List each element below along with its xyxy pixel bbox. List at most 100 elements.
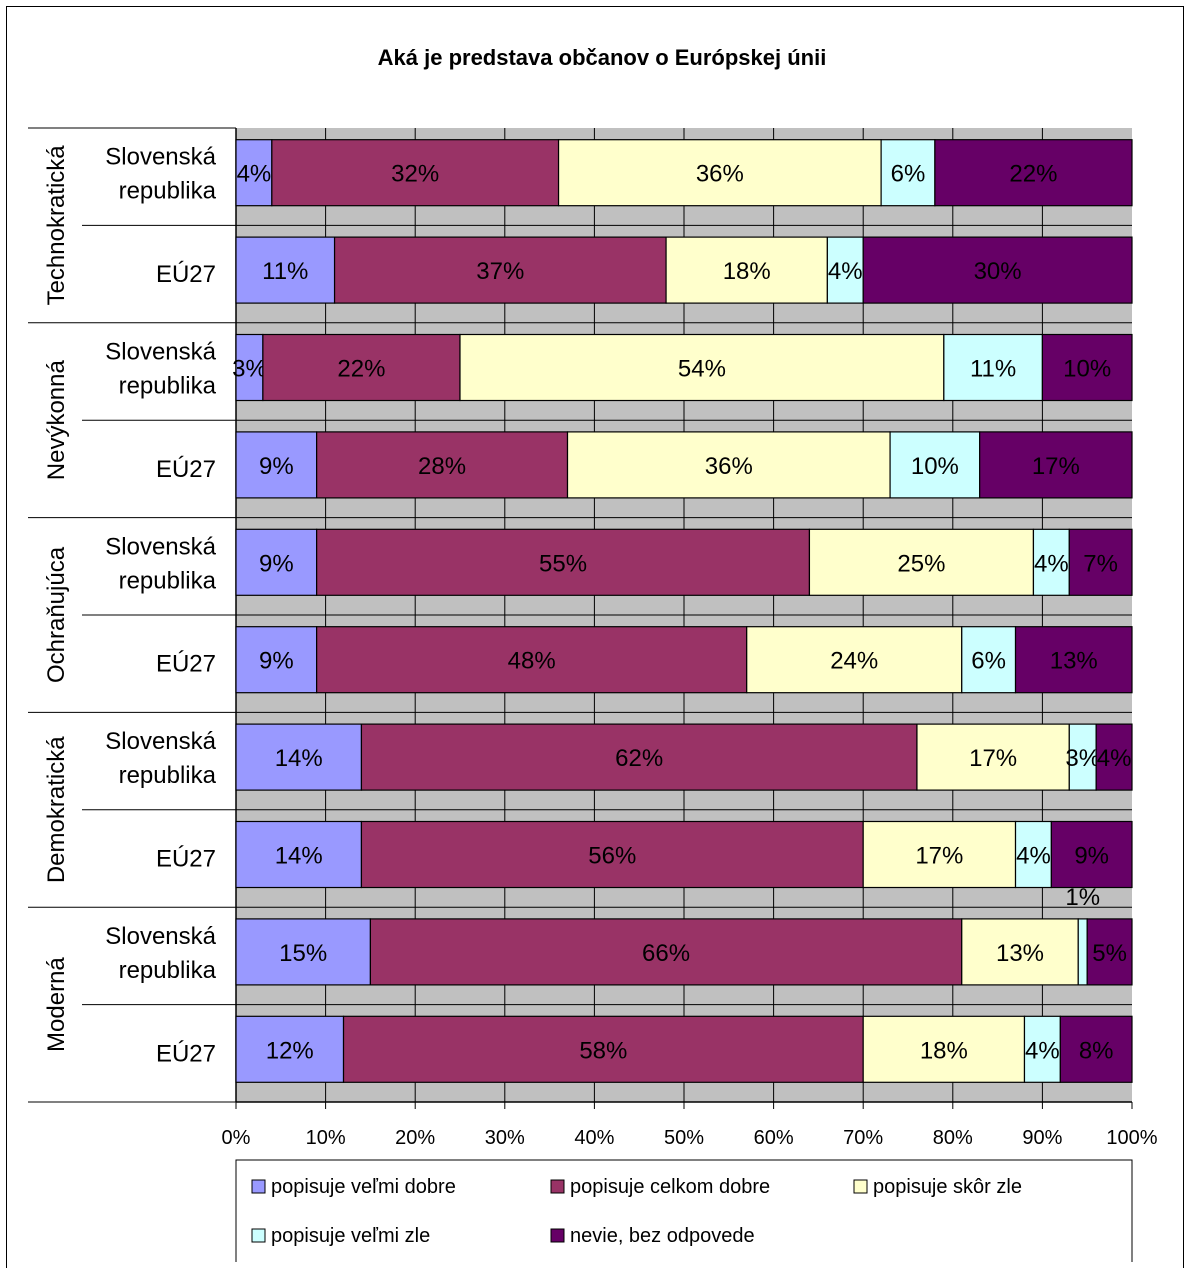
bar-segment: [369, 918, 963, 986]
data-label: 18%: [723, 258, 771, 285]
data-label: 36%: [705, 453, 753, 480]
data-label: 14%: [275, 745, 323, 772]
row-label: republika: [119, 762, 217, 789]
bar-segment: [235, 1015, 345, 1083]
row-label: republika: [119, 567, 217, 594]
data-label: 24%: [830, 648, 878, 675]
data-label: 28%: [418, 453, 466, 480]
data-label: 15%: [279, 940, 327, 967]
data-label: 4%: [1025, 1037, 1060, 1064]
legend-swatch: [550, 1228, 565, 1243]
row-label: republika: [119, 957, 217, 984]
data-label: 10%: [911, 453, 959, 480]
data-label: 9%: [259, 550, 294, 577]
data-label: 1%: [1065, 884, 1100, 911]
bar-segment: [943, 333, 1044, 402]
group-label: Technokratická: [43, 145, 70, 306]
data-label: 4%: [237, 161, 272, 188]
bar-segment: [880, 139, 936, 207]
bar-segment: [1041, 333, 1133, 402]
row-label: EÚ27: [156, 846, 216, 873]
bar-segment: [1095, 723, 1133, 791]
row-label: Slovenská: [105, 728, 216, 755]
legend-label: nevie, bez odpovede: [570, 1225, 755, 1247]
data-label: 13%: [996, 940, 1044, 967]
x-tick-label: 10%: [306, 1127, 346, 1149]
data-label: 54%: [678, 356, 726, 383]
data-label: 17%: [969, 745, 1017, 772]
bar-segment: [826, 236, 864, 304]
bar-segment: [746, 626, 963, 694]
bar-segment: [235, 333, 264, 402]
bar-segment: [271, 139, 560, 207]
row-label: republika: [119, 373, 217, 400]
row-label: Slovenská: [105, 533, 216, 560]
x-tick-label: 90%: [1022, 1127, 1062, 1149]
data-label: 4%: [828, 258, 863, 285]
data-label: 58%: [579, 1037, 627, 1064]
bar-segment: [235, 236, 336, 304]
legend-box: [235, 1159, 1133, 1262]
bar-segment: [979, 431, 1133, 499]
bar-segment: [235, 626, 318, 694]
legend-swatch: [550, 1179, 565, 1194]
legend-label: popisuje veľmi dobre: [271, 1176, 456, 1198]
data-label: 11%: [262, 258, 308, 285]
bar-segment: [1059, 1015, 1133, 1083]
data-label: 11%: [970, 356, 1016, 383]
data-label: 3%: [232, 356, 267, 383]
bar-segment: [889, 431, 981, 499]
legend-swatch: [853, 1179, 868, 1194]
bar-segment: [360, 820, 864, 889]
data-label: 4%: [1016, 843, 1051, 870]
data-label: 4%: [1097, 745, 1132, 772]
data-label: 9%: [259, 453, 294, 480]
bar-segment: [1014, 820, 1052, 889]
bar-segment: [316, 431, 569, 499]
group-label: Ochraňujúca: [43, 546, 70, 683]
data-label: 32%: [391, 161, 439, 188]
row-label: EÚ27: [156, 456, 216, 483]
row-label: Slovenská: [105, 923, 216, 950]
bar-segment: [235, 723, 363, 791]
data-label: 7%: [1083, 550, 1118, 577]
legend-label: popisuje skôr zle: [873, 1176, 1022, 1198]
data-label: 13%: [1050, 648, 1098, 675]
data-label: 6%: [891, 161, 926, 188]
data-label: 55%: [539, 550, 587, 577]
bar-segment: [1014, 626, 1133, 694]
bar-segment: [566, 431, 891, 499]
bar-segment: [235, 528, 318, 596]
row-label: Slovenská: [105, 339, 216, 366]
data-label: 8%: [1079, 1037, 1114, 1064]
data-label: 25%: [897, 550, 945, 577]
bar-segment: [342, 1015, 864, 1083]
row-label: EÚ27: [156, 261, 216, 288]
bar-segment: [557, 139, 882, 207]
data-label: 3%: [1065, 745, 1100, 772]
row-label: Slovenská: [105, 144, 216, 171]
group-label: Moderná: [43, 957, 70, 1052]
data-label: 17%: [915, 843, 963, 870]
bar-segment: [961, 918, 1079, 986]
data-label: 36%: [696, 161, 744, 188]
data-label: 18%: [920, 1037, 968, 1064]
x-tick-label: 0%: [222, 1127, 251, 1149]
data-label: 37%: [476, 258, 524, 285]
data-label: 56%: [588, 843, 636, 870]
data-label: 14%: [275, 843, 323, 870]
bar-segment: [235, 820, 363, 889]
legend-label: popisuje veľmi zle: [271, 1225, 430, 1247]
data-label: 66%: [642, 940, 690, 967]
group-label: Nevýkonná: [43, 360, 70, 481]
x-tick-label: 100%: [1106, 1127, 1157, 1149]
row-label: EÚ27: [156, 651, 216, 678]
data-label: 62%: [615, 745, 663, 772]
data-label: 5%: [1092, 940, 1127, 967]
bar-segment: [262, 333, 461, 402]
x-tick-label: 70%: [843, 1127, 883, 1149]
bar-segment: [316, 626, 748, 694]
bar-segment: [665, 236, 828, 304]
data-label: 48%: [508, 648, 556, 675]
bar-segment: [360, 723, 918, 791]
